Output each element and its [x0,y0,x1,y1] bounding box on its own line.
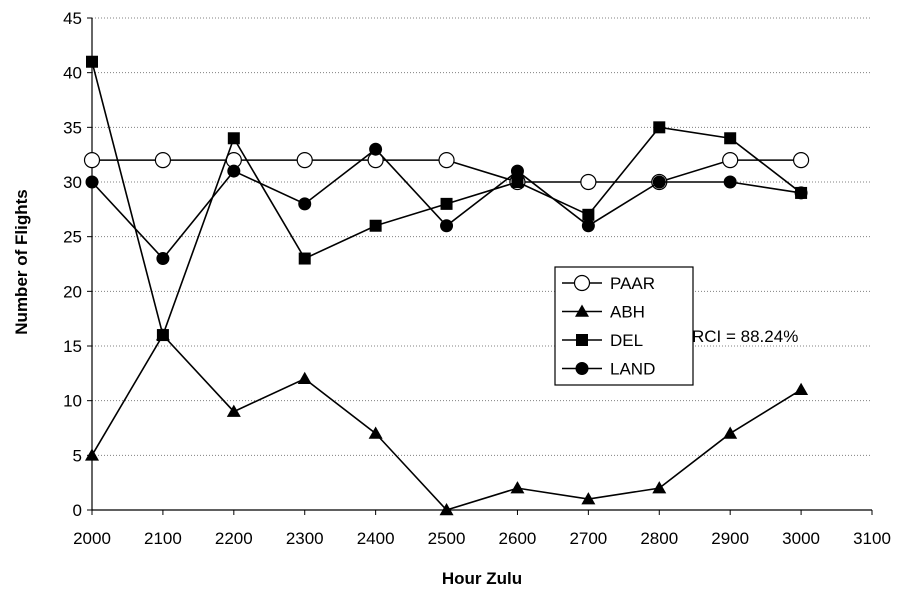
x-axis-title: Hour Zulu [442,569,522,588]
rci-annotation: RCI = 88.24% [692,327,798,346]
legend-marker-paar [573,274,591,292]
x-tick-label: 2600 [499,529,537,548]
y-tick-label: 5 [73,446,82,465]
legend-marker-del [576,334,588,346]
data-point-abh [794,382,809,395]
data-point-land [369,142,383,156]
data-point-del [511,176,524,188]
data-point-paar [83,152,101,169]
x-tick-label: 2300 [286,529,324,548]
data-point-land [581,219,595,233]
x-tick-label: 3000 [782,529,820,548]
data-point-land [652,175,666,189]
legend-item-land: LAND [562,360,655,379]
legend-item-paar: PAAR [562,274,655,293]
legend: PAAR ABH DEL LAND [554,266,694,386]
data-point-land [227,164,241,178]
x-tick-label: 2200 [215,529,253,548]
data-point-abh [723,426,738,439]
x-tick-label: 2100 [144,529,182,548]
y-tick-label: 35 [63,118,82,137]
series-paar [83,152,810,191]
series-land [85,142,808,266]
data-point-paar [580,173,597,191]
data-point-land [723,175,737,189]
data-point-abh [652,481,667,494]
x-tick-label: 3100 [853,529,891,548]
y-tick-label: 0 [73,501,82,520]
data-point-land [440,219,454,233]
data-point-land [510,164,524,178]
legend-marker-abh [575,304,589,317]
series-group [83,55,810,516]
data-point-abh [510,481,525,494]
data-point-del [227,132,240,145]
gridlines [92,17,872,456]
data-point-del [582,208,595,221]
y-tick-label: 40 [63,64,82,83]
x-tick-labels: 2000 2100 2200 2300 2400 2500 2600 2700 2800 2900… [73,529,891,548]
x-tick-label: 2700 [569,529,607,548]
data-point-abh [226,404,241,417]
data-point-abh [368,426,383,439]
x-tick-label: 2000 [73,529,111,548]
y-tick-label: 45 [63,9,82,28]
series-line-abh [91,333,802,511]
legend-label-abh: ABH [610,303,645,322]
legend-label-del: DEL [610,331,643,350]
y-tick-labels: 0 5 10 15 20 25 30 35 40 45 [63,9,82,520]
x-tick-label: 2900 [711,529,749,548]
data-point-land [298,197,312,211]
data-point-paar [722,152,739,169]
data-point-del [86,55,98,68]
data-point-land [85,175,99,189]
data-point-del [440,197,453,210]
y-tick-label: 20 [63,282,82,301]
data-point-land [794,186,808,200]
y-tick-label: 30 [63,173,82,192]
data-point-abh [581,492,596,505]
y-tick-label: 25 [63,228,82,247]
data-point-paar [792,152,810,169]
y-tick-label: 10 [63,392,82,411]
data-point-paar [438,152,455,169]
data-point-del [298,252,311,265]
data-point-paar [296,152,313,169]
data-point-del [653,121,666,134]
legend-item-abh: ABH [562,303,645,322]
data-point-abh [439,503,454,516]
x-tick-label: 2800 [640,529,678,548]
data-point-del [156,329,169,342]
series-del [86,55,808,342]
data-point-land [156,252,170,266]
axes [87,17,873,515]
data-point-abh [297,371,312,385]
legend-marker-land [575,362,589,375]
x-tick-label: 2400 [357,529,395,548]
data-point-paar [154,152,172,169]
legend-label-paar: PAAR [610,274,655,293]
series-abh [85,328,809,516]
y-axis-title: Number of Flights [12,189,31,334]
data-point-del [724,132,737,145]
y-tick-label: 15 [63,337,82,356]
x-tick-label: 2500 [428,529,466,548]
data-point-del [369,219,382,232]
legend-item-del: DEL [562,331,643,350]
data-point-abh [85,448,99,461]
legend-label-land: LAND [610,360,655,379]
